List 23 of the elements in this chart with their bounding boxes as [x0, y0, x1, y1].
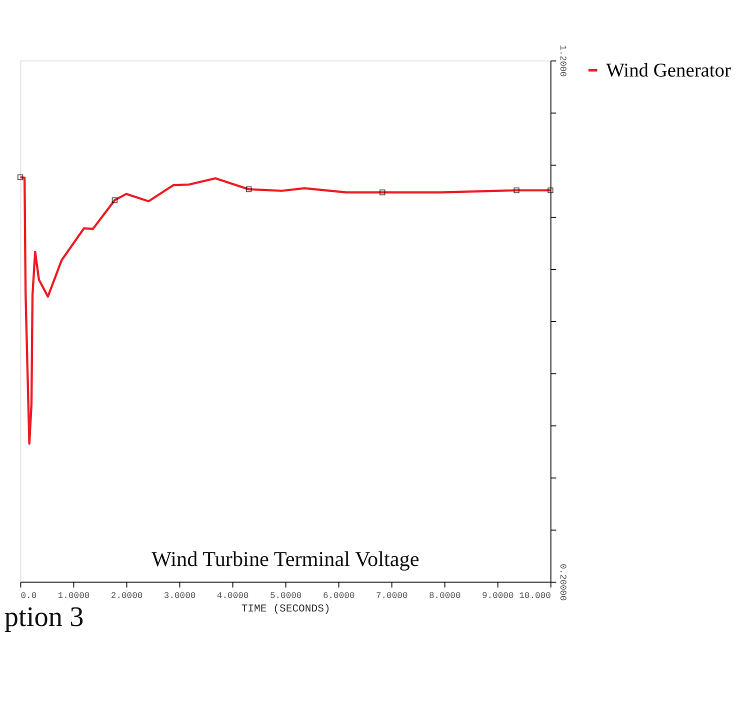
x-tick-label: 3.0000 [164, 591, 196, 602]
x-tick-label: 4.0000 [216, 591, 249, 602]
x-tick-label: 10.000 [519, 591, 551, 602]
x-tick-label: 7.0000 [376, 591, 408, 602]
x-tick-label: 2.0000 [110, 591, 143, 602]
x-tick-label: 6.0000 [322, 591, 355, 602]
text: ption 3 [4, 602, 84, 633]
legend-label: Wind Generator [606, 60, 732, 82]
point [112, 197, 118, 204]
x-tick-label: 0.0 [20, 591, 37, 602]
point [548, 187, 554, 194]
x-axis-title: TIME (SECONDS) [241, 603, 330, 616]
y-tick-label: 1.2000 [558, 45, 568, 77]
y-tick-label: 0.20000 [558, 564, 568, 601]
point [380, 190, 386, 196]
x-tick-label: 9.0000 [482, 591, 514, 602]
text: Wind Turbine Terminal Voltage [151, 546, 420, 571]
point [514, 187, 520, 194]
x-tick-label: 1.0000 [58, 591, 90, 602]
x-tick-label: 5.0000 [270, 591, 302, 602]
point [246, 186, 252, 192]
point [17, 174, 24, 180]
x-tick-label: 8.0000 [428, 591, 461, 602]
